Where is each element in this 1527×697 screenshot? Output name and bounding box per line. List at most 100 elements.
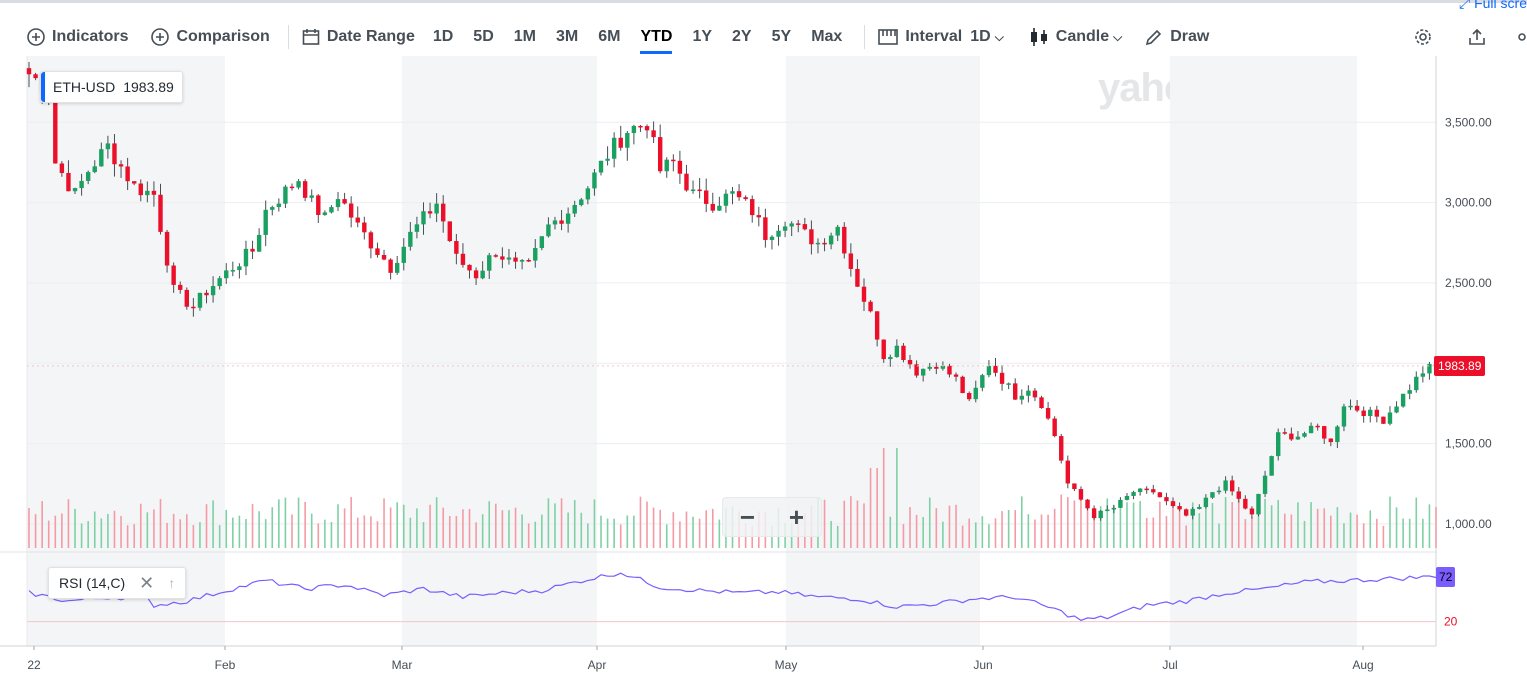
volume-bar	[330, 521, 333, 548]
price-chart[interactable]: 3,500.00 3,000.00 2,500.00 1,500.00 1,000.00…	[0, 56, 1527, 697]
volume-bar	[1349, 512, 1352, 548]
volume-bar	[310, 513, 313, 548]
volume-bar	[1382, 525, 1385, 548]
candle-body	[848, 253, 854, 269]
more-icon[interactable]	[1517, 27, 1527, 47]
range-tab-5d[interactable]: 5D	[473, 28, 494, 45]
candle-body	[348, 203, 354, 218]
volume-bar	[304, 501, 306, 548]
volume-bar	[1020, 496, 1023, 548]
candle-body	[927, 366, 932, 369]
volume-bar	[1310, 502, 1312, 548]
volume-bar	[113, 510, 116, 548]
candle-body	[717, 205, 722, 211]
volume-bar	[1067, 497, 1069, 548]
candle-body	[822, 242, 827, 245]
volume-bar	[468, 508, 471, 548]
volume-bar	[955, 504, 957, 548]
volume-bar	[172, 513, 175, 548]
candle-body	[552, 220, 558, 225]
range-tab-3m[interactable]: 3M	[555, 28, 579, 45]
range-tab-1m[interactable]: 1M	[513, 28, 536, 45]
candle-body	[309, 195, 314, 198]
volume-bar	[1053, 508, 1056, 548]
volume-bar	[718, 519, 721, 548]
volume-bar	[508, 510, 510, 548]
range-tab-ytd[interactable]: YTD	[640, 20, 673, 54]
date-range-button[interactable]: Date Range	[301, 27, 415, 47]
arrow-up-icon[interactable]: ↑	[168, 575, 176, 591]
candle-body	[1276, 432, 1281, 457]
volume-bar	[1415, 497, 1418, 548]
candle-body	[1059, 436, 1064, 461]
candle-body	[1072, 483, 1077, 490]
close-icon[interactable]: ✕	[139, 572, 155, 593]
candle-body	[1308, 425, 1314, 434]
volume-bar	[1283, 513, 1286, 548]
ticker-symbol: ETH-USD	[53, 79, 116, 95]
volume-bar	[922, 517, 924, 548]
candle-body	[1427, 364, 1432, 374]
share-icon[interactable]	[1467, 27, 1487, 47]
range-tab-6m[interactable]: 6M	[598, 28, 621, 45]
volume-bar	[1191, 502, 1194, 548]
candle-body	[85, 172, 91, 181]
volume-bar	[692, 516, 694, 548]
volume-bar	[968, 518, 970, 548]
candle-body	[940, 365, 946, 369]
gear-icon[interactable]	[1413, 27, 1433, 47]
volume-bar	[343, 508, 346, 548]
volume-bar	[179, 519, 182, 548]
volume-bar	[350, 497, 352, 548]
range-tab-2y[interactable]: 2Y	[732, 28, 752, 45]
range-tab-1y[interactable]: 1Y	[692, 28, 713, 45]
candle-body	[644, 126, 650, 131]
volume-bar	[80, 523, 83, 548]
volume-bar	[396, 502, 398, 548]
volume-bar	[909, 507, 911, 548]
volume-bar	[1027, 514, 1030, 548]
draw-label: Draw	[1170, 28, 1210, 45]
zoom-in-button[interactable]: +	[788, 501, 805, 532]
range-tab-1d[interactable]: 1D	[432, 28, 454, 45]
volume-bar	[1205, 504, 1207, 548]
candle-body	[993, 365, 998, 373]
candle-body	[1328, 438, 1334, 443]
volume-bar	[291, 514, 293, 548]
volume-bar	[882, 448, 885, 548]
range-tab-5y[interactable]: 5Y	[771, 28, 792, 45]
volume-bar	[961, 525, 964, 548]
candle-body	[1407, 390, 1412, 394]
range-tab-max[interactable]: Max	[811, 28, 843, 45]
comparison-button[interactable]: Comparison	[150, 27, 270, 47]
chart-type-button[interactable]: Candle ⌵	[1028, 26, 1122, 48]
series-color-bar	[41, 72, 45, 102]
zoom-out-button[interactable]: −	[739, 501, 756, 532]
candle-body	[914, 364, 919, 376]
pencil-icon	[1146, 29, 1162, 46]
draw-button[interactable]: Draw	[1144, 27, 1209, 47]
volume-bar	[238, 515, 241, 548]
candle-body	[1420, 373, 1426, 377]
fullscreen-link[interactable]: ⤢ Full scre	[1459, 0, 1527, 12]
x-tick-label: Jul	[1162, 658, 1177, 672]
candle-body	[1269, 456, 1274, 476]
volume-bar	[1336, 507, 1339, 548]
candle-body	[966, 393, 972, 400]
candle-body	[178, 284, 183, 290]
toolbar-right-actions	[1379, 18, 1527, 56]
volume-bar	[915, 514, 918, 548]
volume-bar	[573, 500, 576, 548]
toolbar-divider	[287, 25, 289, 49]
volume-bar	[1165, 515, 1168, 548]
volume-bar	[600, 515, 602, 548]
volume-bar	[258, 511, 260, 548]
candle-body	[224, 270, 229, 279]
volume-bar	[1376, 518, 1378, 548]
plus-circle-icon	[151, 28, 170, 46]
candle-body	[1019, 395, 1024, 400]
candle-body	[473, 270, 479, 279]
interval-button[interactable]: Interval 1D ⌵	[877, 27, 1004, 47]
indicators-button[interactable]: Indicators	[26, 27, 128, 47]
candle-body	[579, 199, 584, 205]
